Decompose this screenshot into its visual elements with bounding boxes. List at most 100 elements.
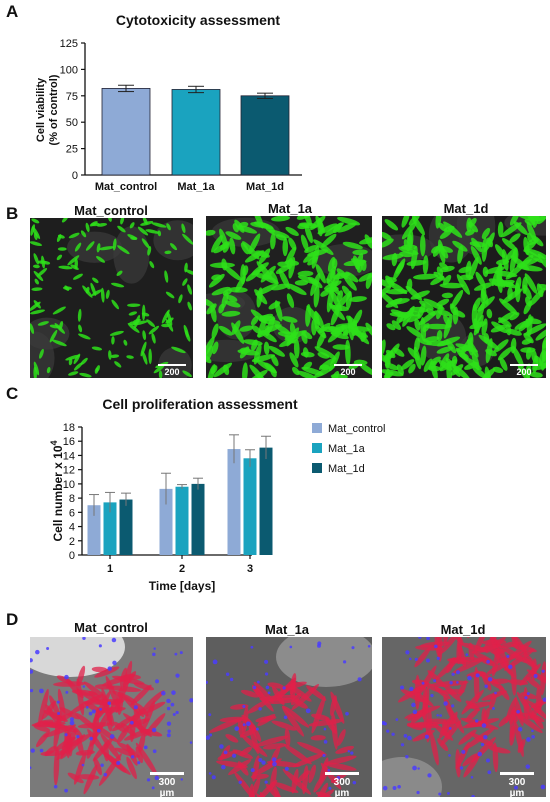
- bar-Mat_control: [101, 88, 151, 176]
- green-cell: [303, 361, 313, 370]
- nucleus-dot: [69, 720, 75, 726]
- green-cell: [98, 246, 115, 251]
- green-cell: [206, 345, 214, 361]
- green-cell: [85, 241, 95, 251]
- red-cell: [282, 705, 310, 728]
- nucleus-dot: [412, 765, 417, 771]
- nucleus-dot: [225, 672, 230, 676]
- green-cell: [157, 230, 162, 237]
- green-cell: [224, 300, 241, 308]
- y-tick-label: 2: [69, 536, 75, 548]
- green-cell: [132, 320, 148, 326]
- red-cell: [41, 700, 57, 720]
- green-cell: [151, 222, 167, 228]
- green-cell: [232, 223, 239, 233]
- nucleus-dot: [152, 652, 156, 657]
- green-cell: [541, 350, 546, 371]
- red-cell: [509, 725, 516, 746]
- nucleus-dot: [175, 710, 179, 715]
- x-tick-label: Mat_1d: [246, 181, 284, 193]
- green-cell: [148, 325, 160, 335]
- nucleus-dot: [456, 670, 460, 675]
- nucleus-dot: [405, 650, 410, 655]
- nucleus-dot: [405, 754, 409, 759]
- green-cell: [109, 330, 124, 336]
- green-cell: [297, 370, 318, 378]
- green-cell: [187, 284, 193, 295]
- green-cell: [509, 216, 520, 226]
- nucleus-dot: [64, 733, 68, 737]
- green-cell: [89, 221, 98, 227]
- green-cell: [218, 325, 233, 336]
- green-cell: [285, 246, 297, 264]
- red-cell: [56, 737, 76, 761]
- nucleus-dot: [189, 741, 193, 744]
- nucleus-dot: [289, 645, 293, 649]
- green-cell: [542, 336, 546, 349]
- green-cell: [516, 258, 540, 268]
- scale-bar-b-2: 200 µm: [334, 364, 362, 387]
- nucleus-dot: [386, 729, 390, 733]
- green-cell: [327, 256, 336, 272]
- nucleus-dot: [451, 704, 455, 708]
- nucleus-dot: [484, 684, 488, 689]
- green-cell: [403, 239, 411, 252]
- red-cell: [460, 717, 499, 730]
- nucleus-dot: [407, 735, 412, 741]
- green-cell: [382, 339, 386, 357]
- nucleus-dot: [434, 644, 438, 649]
- green-cell: [284, 330, 307, 341]
- red-cell: [434, 637, 441, 659]
- nucleus-dot: [242, 723, 246, 727]
- green-cell: [330, 373, 348, 378]
- red-cell: [509, 706, 517, 725]
- y-tick-label: 0: [72, 170, 78, 182]
- scale-bar-b-3: 200 µm: [510, 364, 538, 387]
- green-cell: [510, 337, 517, 354]
- red-cell: [270, 766, 277, 791]
- nucleus-dot: [508, 664, 513, 670]
- nucleus-dot: [526, 692, 530, 696]
- red-cell: [337, 729, 346, 746]
- scale-bar-d-2-label: 300 µm: [333, 777, 351, 799]
- legend-label-Mat_1a: Mat_1a: [328, 443, 366, 455]
- green-cell: [353, 359, 368, 366]
- nucleus-dot: [542, 697, 546, 702]
- green-cell: [401, 216, 410, 228]
- micrograph-red-1d: [382, 637, 546, 797]
- red-cell: [135, 742, 158, 777]
- green-cell: [537, 253, 546, 270]
- green-cell: [250, 221, 270, 228]
- green-cell: [412, 273, 439, 280]
- green-cell: [213, 362, 233, 378]
- panel-d-label-control: Mat_control: [74, 620, 148, 635]
- micrograph-red-control: [30, 637, 193, 797]
- green-cell: [171, 346, 186, 354]
- nucleus-dot: [533, 674, 538, 678]
- nucleus-dot: [209, 733, 213, 737]
- green-cell: [527, 232, 533, 243]
- y-tick-label: 14: [63, 450, 75, 462]
- nucleus-dot: [403, 734, 408, 738]
- green-cell: [400, 359, 415, 371]
- green-cell: [141, 238, 150, 249]
- green-cell: [127, 303, 141, 307]
- nucleus-dot: [436, 656, 440, 660]
- green-cell: [384, 219, 399, 231]
- nucleus-dot: [39, 688, 44, 694]
- nucleus-dot: [351, 646, 355, 650]
- green-cell: [182, 370, 192, 378]
- green-cell: [61, 218, 69, 223]
- x-tick-label: Mat_1a: [177, 181, 215, 193]
- nucleus-dot: [461, 749, 466, 754]
- x-tick-label: Mat_control: [95, 181, 157, 193]
- green-cell: [358, 362, 372, 376]
- green-cell: [105, 289, 110, 299]
- legend-swatch-Mat_1a: [312, 443, 322, 453]
- green-cell: [454, 310, 466, 318]
- green-cell: [534, 355, 543, 367]
- green-cell: [385, 298, 403, 308]
- nucleus-dot: [513, 785, 518, 790]
- nucleus-dot: [53, 784, 58, 789]
- green-cell: [31, 218, 40, 224]
